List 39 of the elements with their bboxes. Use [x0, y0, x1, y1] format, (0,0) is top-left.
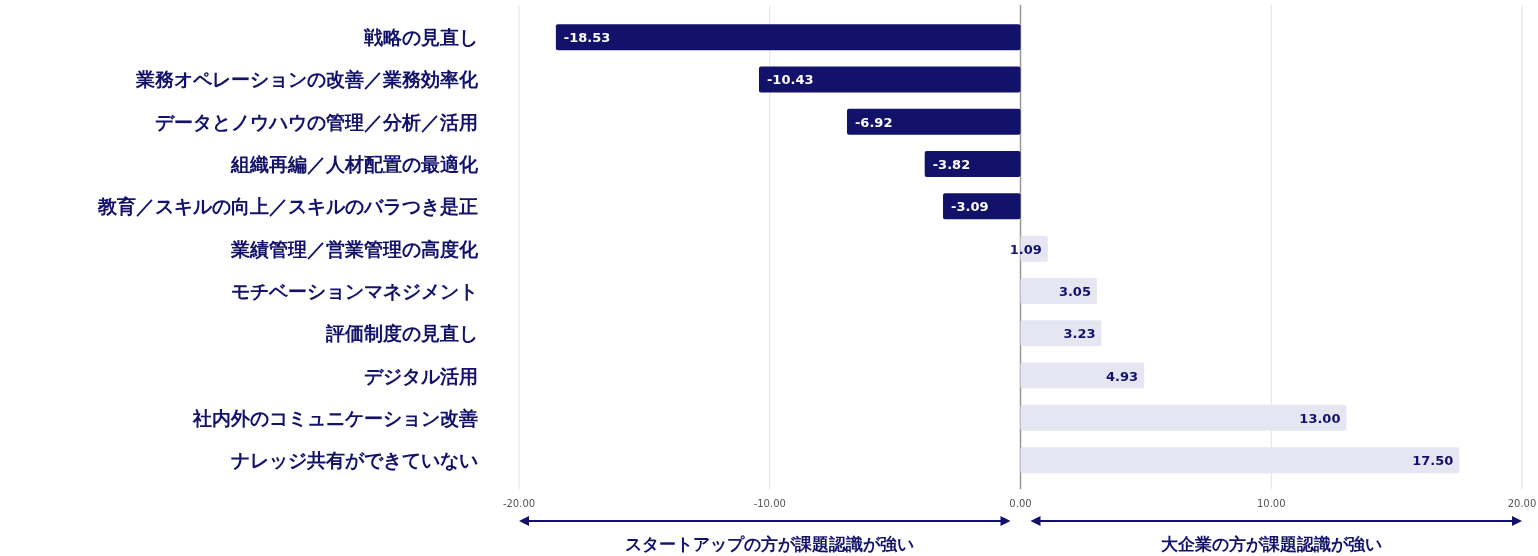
x-tick-label: 20.00 [1507, 498, 1537, 509]
bar [943, 193, 1021, 220]
data-label: 4.93 [1106, 368, 1139, 384]
y-tick-label: 社内外のコミュニケーション改善 [192, 406, 478, 429]
data-label: -3.09 [951, 199, 989, 215]
data-label: -18.53 [563, 30, 611, 46]
data-label: 17.50 [1412, 453, 1454, 469]
y-tick-label: 業務オペレーションの改善／業務効率化 [135, 68, 479, 91]
x-tick-label: -20.00 [502, 498, 536, 509]
data-label: -10.43 [766, 72, 814, 88]
x-tick-label: 0.00 [1009, 498, 1032, 509]
text: スタートアップの方が課題認識が強い [625, 534, 915, 554]
y-tick-label: 教育／スキルの向上／スキルのバラつき是正 [97, 195, 478, 218]
y-tick-label: 業績管理／営業管理の高度化 [230, 237, 479, 260]
x-tick-label: -10.00 [753, 498, 786, 509]
bar [924, 151, 1021, 178]
bar [846, 108, 1021, 135]
y-tick-label: 戦略の見直し [363, 26, 478, 49]
y-tick-label: 評価制度の見直し [325, 322, 478, 345]
y-tick-label: データとノウハウの管理／分析／活用 [155, 110, 478, 133]
data-label: 3.23 [1063, 326, 1096, 342]
bar [555, 24, 1021, 51]
x-tick-label: 10.00 [1256, 498, 1286, 509]
text: 大企業の方が課題認識が強い [1160, 534, 1382, 554]
data-label: 1.09 [1009, 241, 1042, 257]
bar [1020, 447, 1460, 474]
data-label: 13.00 [1299, 410, 1341, 426]
y-tick-label: デジタル活用 [364, 364, 478, 387]
data-label: 3.05 [1058, 283, 1091, 299]
bar [1020, 404, 1347, 431]
data-label: -3.82 [932, 157, 971, 173]
y-tick-label: モチベーションマネジメント [231, 279, 478, 302]
bar [1020, 362, 1145, 389]
data-label: -6.92 [854, 114, 893, 130]
y-tick-label: 組織再編／人材配置の最適化 [230, 153, 479, 176]
y-tick-label: ナレッジ共有ができていない [231, 449, 478, 472]
bar [758, 66, 1021, 93]
bar [1020, 277, 1097, 304]
bar [1020, 320, 1102, 347]
